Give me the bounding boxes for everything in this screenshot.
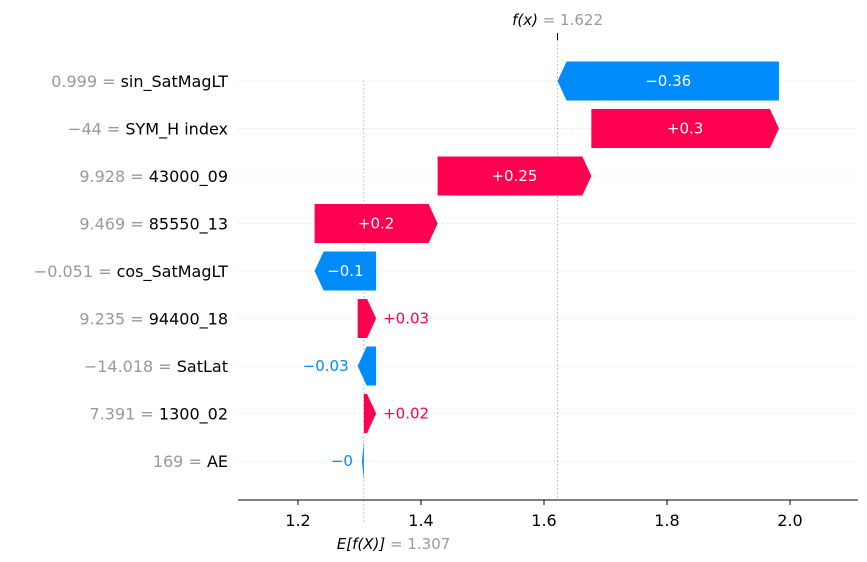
feature-label: −44 = SYM_H index bbox=[68, 119, 228, 139]
bar-value-label: +0.2 bbox=[358, 215, 394, 233]
bar-value-label: −0.1 bbox=[327, 262, 363, 280]
x-tick-label: 2.0 bbox=[777, 511, 802, 530]
bar-satlat bbox=[357, 346, 377, 386]
feature-label: 9.469 = 85550_13 bbox=[79, 214, 228, 234]
bar-1300-02 bbox=[363, 394, 377, 433]
feature-label: −0.051 = cos_SatMagLT bbox=[34, 262, 228, 282]
efx-text: E[f(X)] = 1.307 bbox=[337, 535, 451, 553]
bar-value-label: −0.36 bbox=[645, 72, 691, 90]
bar-value-label: +0.25 bbox=[491, 167, 537, 185]
x-tick-label: 1.4 bbox=[408, 511, 433, 530]
feature-labels: 0.999 = sin_SatMagLT −44 = SYM_H index 9.9… bbox=[34, 72, 228, 471]
bar-ae bbox=[361, 441, 364, 481]
x-axis: 1.2 1.4 1.6 1.8 2.0 bbox=[238, 499, 858, 530]
bar-sin-satmaglt bbox=[557, 61, 779, 101]
bar-value-label: +0.03 bbox=[383, 310, 429, 328]
bar-sym-h-index bbox=[591, 109, 779, 148]
feature-label: 0.999 = sin_SatMagLT bbox=[51, 72, 228, 92]
bar-value-label: +0.02 bbox=[383, 405, 429, 423]
fx-label: f(x) = 1.622 bbox=[512, 11, 603, 29]
guide-lines bbox=[363, 33, 559, 522]
fx-text: f(x) = 1.622 bbox=[512, 11, 603, 29]
x-tick-label: 1.6 bbox=[531, 511, 556, 530]
bar-94400-18 bbox=[357, 299, 377, 338]
feature-label: 7.391 = 1300_02 bbox=[90, 404, 228, 424]
x-tick-label: 1.2 bbox=[285, 511, 310, 530]
feature-label: 9.235 = 94400_18 bbox=[79, 309, 228, 329]
feature-label: 9.928 = 43000_09 bbox=[79, 167, 228, 187]
x-tick-label: 1.8 bbox=[654, 511, 679, 530]
bar-value-label: −0 bbox=[331, 452, 353, 470]
feature-label: −14.018 = SatLat bbox=[84, 357, 228, 376]
bars: −0.36 +0.3 +0.25 +0.2 −0.1 +0.03 −0.03 +0.02 −0 bbox=[303, 61, 779, 481]
bar-value-label: +0.3 bbox=[667, 120, 703, 138]
bar-43000-09 bbox=[437, 156, 592, 196]
feature-label: 169 = AE bbox=[153, 452, 228, 471]
bar-value-label: −0.03 bbox=[303, 357, 349, 375]
efx-label: E[f(X)] = 1.307 bbox=[337, 535, 451, 553]
bar-85550-13 bbox=[314, 204, 438, 243]
bar-cos-satmaglt bbox=[314, 251, 377, 291]
